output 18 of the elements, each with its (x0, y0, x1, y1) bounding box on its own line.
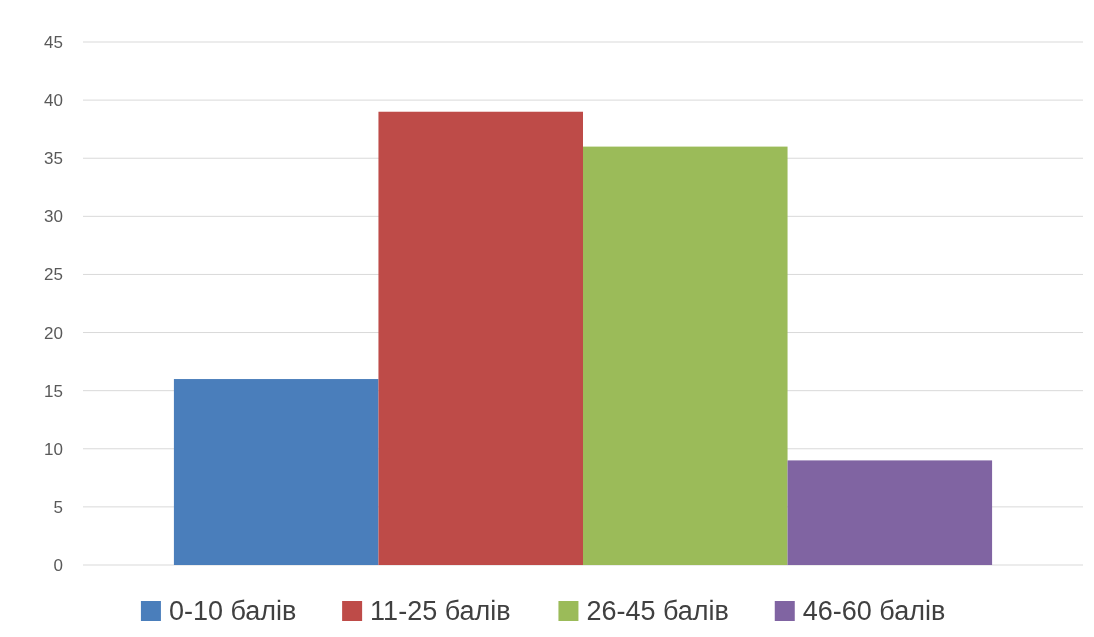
bar (787, 460, 993, 565)
bar (173, 379, 379, 565)
legend-label: 46-60 балів (802, 596, 946, 627)
y-tick-label: 15 (44, 381, 63, 401)
legend-label: 26-45 балів (586, 596, 729, 627)
legend-label: 11-25 балів (370, 596, 511, 627)
y-tick-label: 5 (53, 497, 63, 517)
y-tick-label: 30 (44, 207, 63, 227)
y-tick-label: 45 (44, 32, 63, 52)
y-tick-label: 25 (44, 265, 63, 285)
y-tick-label: 10 (44, 439, 63, 459)
bar (583, 146, 788, 565)
legend-label: 0-10 балів (168, 596, 297, 627)
y-tick-label: 20 (44, 323, 63, 343)
y-tick-label: 35 (44, 149, 63, 169)
y-tick-label: 40 (44, 91, 63, 111)
bar (378, 111, 583, 565)
y-tick-label: 0 (53, 555, 63, 575)
